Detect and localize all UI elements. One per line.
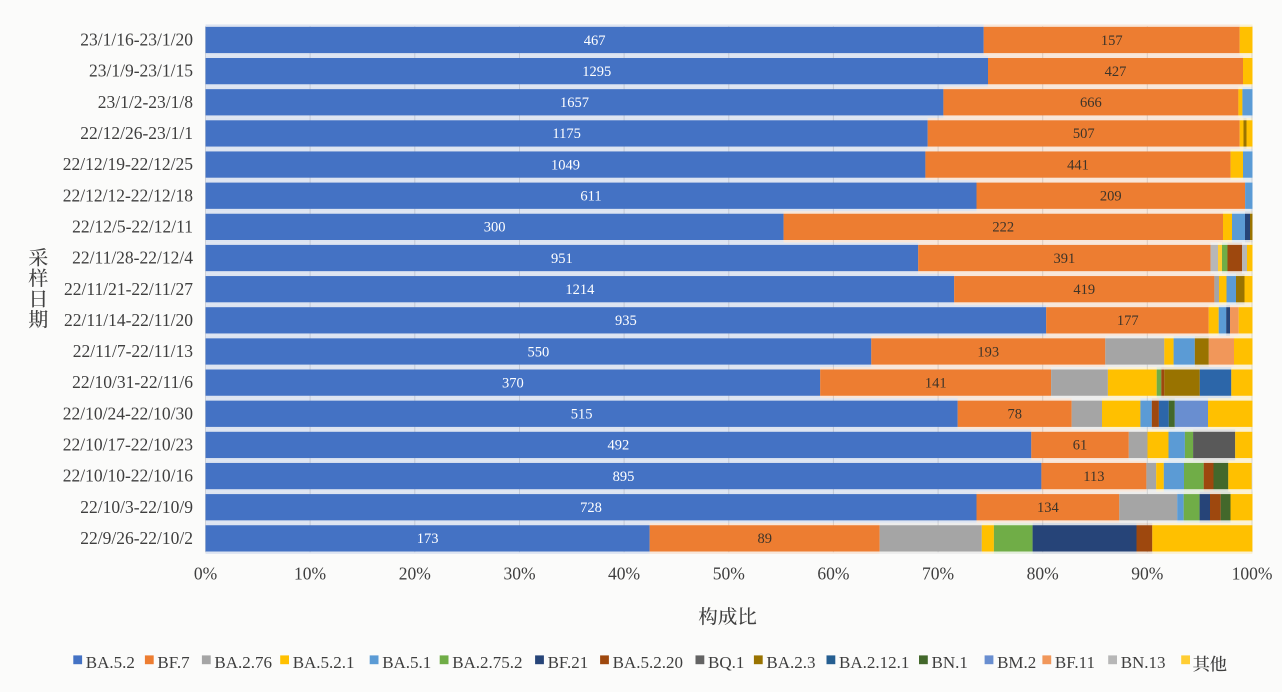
svg-text:BA.2.12.1: BA.2.12.1 xyxy=(839,653,909,672)
svg-text:40%: 40% xyxy=(608,564,640,584)
svg-text:BF.7: BF.7 xyxy=(157,653,190,672)
svg-text:492: 492 xyxy=(608,438,630,454)
svg-text:22/11/7-22/11/13: 22/11/7-22/11/13 xyxy=(73,341,193,361)
svg-text:134: 134 xyxy=(1037,500,1060,516)
svg-text:22/10/24-22/10/30: 22/10/24-22/10/30 xyxy=(63,403,194,423)
svg-text:22/12/12-22/12/18: 22/12/12-22/12/18 xyxy=(63,185,194,205)
svg-text:666: 666 xyxy=(1080,95,1102,111)
svg-text:209: 209 xyxy=(1100,189,1122,205)
svg-text:441: 441 xyxy=(1067,157,1089,173)
svg-text:22/10/10-22/10/16: 22/10/10-22/10/16 xyxy=(63,466,194,486)
svg-text:1049: 1049 xyxy=(551,157,580,173)
svg-text:BF.21: BF.21 xyxy=(548,653,589,672)
svg-text:70%: 70% xyxy=(922,564,954,584)
svg-text:22/10/3-22/10/9: 22/10/3-22/10/9 xyxy=(80,497,193,517)
svg-text:391: 391 xyxy=(1054,251,1076,267)
svg-text:22/12/26-23/1/1: 22/12/26-23/1/1 xyxy=(80,123,193,143)
svg-text:173: 173 xyxy=(417,531,439,547)
svg-text:611: 611 xyxy=(580,189,601,205)
svg-text:BA.5.2.1: BA.5.2.1 xyxy=(293,653,355,672)
svg-text:1175: 1175 xyxy=(552,126,580,142)
svg-text:BA.2.3: BA.2.3 xyxy=(766,653,815,672)
svg-text:1657: 1657 xyxy=(560,95,589,111)
svg-text:177: 177 xyxy=(1117,313,1139,329)
svg-text:100%: 100% xyxy=(1232,564,1273,584)
svg-text:30%: 30% xyxy=(503,564,535,584)
svg-text:141: 141 xyxy=(925,375,947,391)
svg-text:113: 113 xyxy=(1083,469,1104,485)
svg-text:427: 427 xyxy=(1105,64,1127,80)
svg-text:BA.5.1: BA.5.1 xyxy=(382,653,431,672)
svg-text:22/11/28-22/12/4: 22/11/28-22/12/4 xyxy=(72,248,193,268)
svg-text:80%: 80% xyxy=(1027,564,1059,584)
svg-text:22/12/19-22/12/25: 22/12/19-22/12/25 xyxy=(63,154,194,174)
svg-text:419: 419 xyxy=(1073,282,1095,298)
svg-text:467: 467 xyxy=(584,33,606,49)
svg-text:1295: 1295 xyxy=(582,64,611,80)
svg-text:23/1/2-23/1/8: 23/1/2-23/1/8 xyxy=(98,92,194,112)
svg-text:22/9/26-22/10/2: 22/9/26-22/10/2 xyxy=(80,528,193,548)
svg-text:951: 951 xyxy=(551,251,573,267)
svg-text:60%: 60% xyxy=(817,564,849,584)
svg-text:BQ.1: BQ.1 xyxy=(708,653,744,672)
svg-text:515: 515 xyxy=(571,407,593,423)
svg-text:22/10/31-22/11/6: 22/10/31-22/11/6 xyxy=(72,372,193,392)
svg-text:22/10/17-22/10/23: 22/10/17-22/10/23 xyxy=(63,435,194,455)
svg-text:22/11/14-22/11/20: 22/11/14-22/11/20 xyxy=(64,310,193,330)
svg-text:23/1/16-23/1/20: 23/1/16-23/1/20 xyxy=(80,30,193,50)
svg-text:20%: 20% xyxy=(399,564,431,584)
svg-text:550: 550 xyxy=(528,344,550,360)
svg-text:BA.2.76: BA.2.76 xyxy=(214,653,272,672)
svg-text:BN.1: BN.1 xyxy=(932,653,968,672)
svg-text:0%: 0% xyxy=(194,564,217,584)
svg-text:728: 728 xyxy=(580,500,602,516)
svg-text:BA.5.2.20: BA.5.2.20 xyxy=(613,653,683,672)
svg-text:61: 61 xyxy=(1073,438,1088,454)
svg-text:23/1/9-23/1/15: 23/1/9-23/1/15 xyxy=(89,61,193,81)
svg-text:193: 193 xyxy=(977,344,999,360)
svg-text:507: 507 xyxy=(1073,126,1095,142)
svg-text:22/12/5-22/12/11: 22/12/5-22/12/11 xyxy=(72,217,193,237)
svg-text:90%: 90% xyxy=(1131,564,1163,584)
svg-text:300: 300 xyxy=(484,220,506,236)
svg-text:222: 222 xyxy=(992,220,1014,236)
svg-text:935: 935 xyxy=(615,313,637,329)
svg-text:BA.2.75.2: BA.2.75.2 xyxy=(452,653,522,672)
svg-text:370: 370 xyxy=(502,375,524,391)
svg-text:1214: 1214 xyxy=(565,282,595,298)
svg-text:89: 89 xyxy=(757,531,772,547)
svg-text:78: 78 xyxy=(1007,407,1022,423)
svg-text:10%: 10% xyxy=(294,564,326,584)
svg-text:50%: 50% xyxy=(713,564,745,584)
svg-text:BM.2: BM.2 xyxy=(997,653,1036,672)
svg-text:BN.13: BN.13 xyxy=(1121,653,1166,672)
svg-text:BA.5.2: BA.5.2 xyxy=(86,653,135,672)
svg-text:895: 895 xyxy=(613,469,635,485)
svg-text:BF.11: BF.11 xyxy=(1055,653,1095,672)
svg-text:22/11/21-22/11/27: 22/11/21-22/11/27 xyxy=(64,279,193,299)
svg-text:157: 157 xyxy=(1101,33,1123,49)
